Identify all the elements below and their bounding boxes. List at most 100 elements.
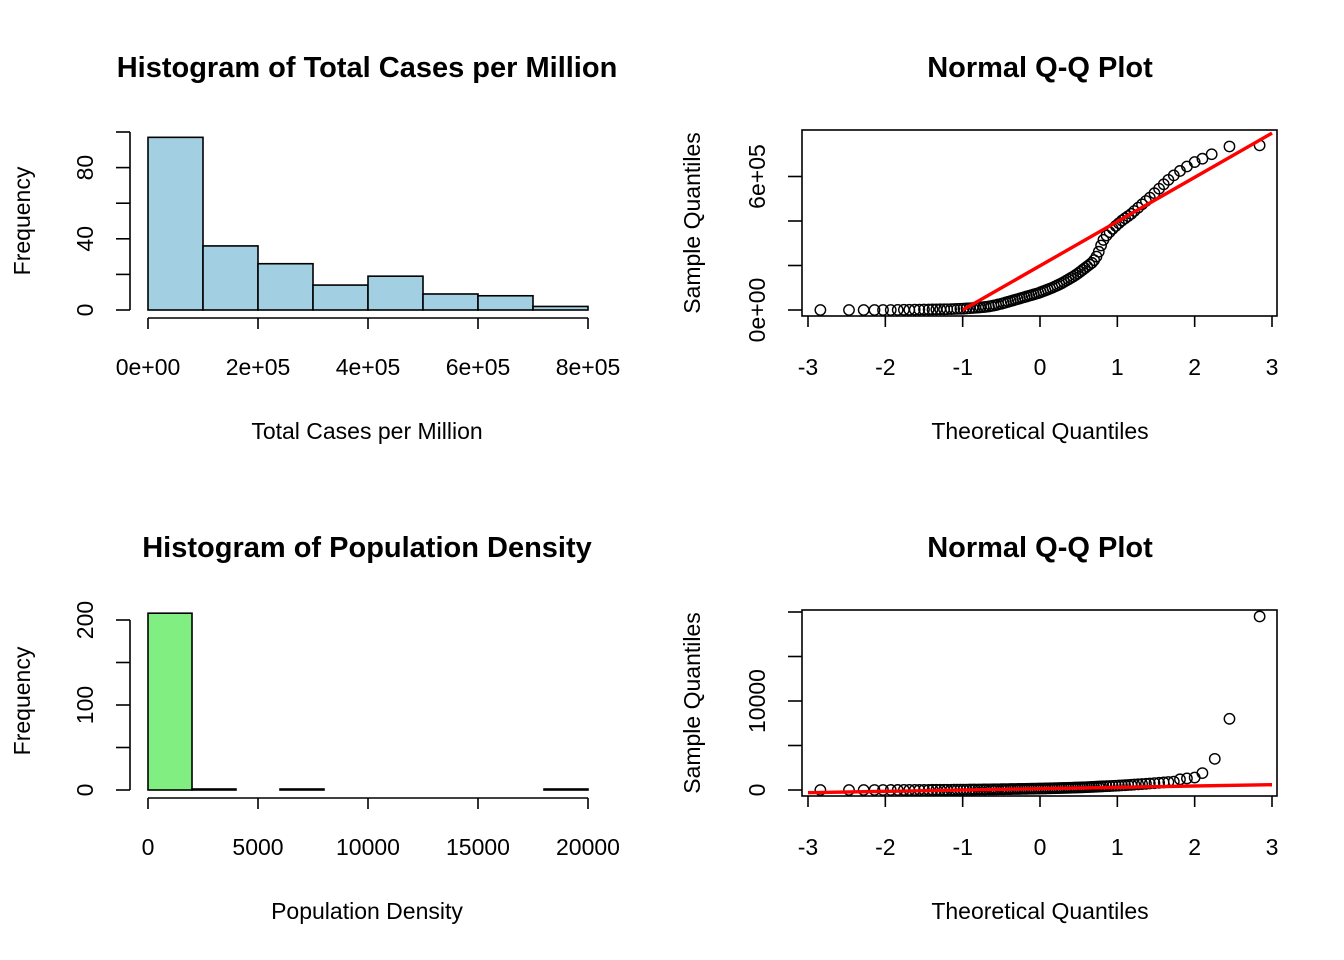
qq-point xyxy=(1205,148,1218,161)
x-tick-label: -1 xyxy=(952,354,972,380)
qq-point xyxy=(1136,778,1148,790)
x-tick-label: 2e+05 xyxy=(226,354,291,380)
qq-point xyxy=(1143,777,1156,790)
x-tick-label: 15000 xyxy=(446,834,510,860)
x-tick-label: -2 xyxy=(875,354,895,380)
qq-point xyxy=(843,304,855,316)
x-axis-label: Theoretical Quantiles xyxy=(931,418,1148,444)
qq-point xyxy=(922,303,935,316)
qq-point xyxy=(1188,156,1201,168)
x-tick-label: 1 xyxy=(1111,834,1124,860)
y-axis-label: Sample Quantiles xyxy=(679,132,705,314)
chart-panel-4: Normal Q-Q Plot Theoretical Quantiles Samp… xyxy=(679,532,1278,924)
y-axis-label: Sample Quantiles xyxy=(679,612,705,794)
x-tick-label: 6e+05 xyxy=(446,354,511,380)
x-tick-label: 3 xyxy=(1266,834,1279,860)
qq-point xyxy=(1196,152,1209,165)
x-tick-label: 1 xyxy=(1111,354,1124,380)
qq-point xyxy=(868,304,881,316)
qq-point xyxy=(1208,752,1221,765)
qq-reference-line xyxy=(807,782,1273,795)
qq-point xyxy=(857,304,870,316)
qq-point xyxy=(1092,245,1105,258)
qq-reference-line xyxy=(961,131,1273,312)
qq-point xyxy=(1140,777,1152,790)
qq-point xyxy=(891,303,904,316)
qq-point xyxy=(1188,771,1201,784)
x-tick-label: -3 xyxy=(798,834,818,860)
qq-point xyxy=(1181,772,1193,785)
y-tick-label: 6e+05 xyxy=(744,144,770,209)
chart-title: Normal Q-Q Plot xyxy=(927,532,1153,564)
x-tick-label: 0 xyxy=(1034,834,1047,860)
histogram-bar xyxy=(191,788,237,791)
y-axis-label: Frequency xyxy=(9,166,35,275)
qq-point xyxy=(1253,610,1266,623)
x-tick-label: 20000 xyxy=(556,834,620,860)
chart-panel-3: Histogram of Population Density Populatio… xyxy=(9,532,620,924)
qq-point xyxy=(1100,229,1113,242)
qq-point xyxy=(1095,239,1107,252)
y-tick-label: 40 xyxy=(72,226,98,252)
qq-point xyxy=(814,304,827,316)
x-tick-label: -1 xyxy=(952,834,972,860)
qq-point xyxy=(1128,205,1141,217)
y-tick-label: 0 xyxy=(72,784,98,797)
x-tick-label: 2 xyxy=(1188,354,1201,380)
qq-point xyxy=(913,303,926,316)
qq-point xyxy=(1128,778,1141,791)
qq-point xyxy=(926,303,939,316)
x-tick-label: 0 xyxy=(142,834,155,860)
histogram-bar xyxy=(312,284,369,311)
histogram-bar xyxy=(147,136,204,311)
qq-point xyxy=(1196,767,1209,779)
qq-point xyxy=(945,303,957,316)
qq-point xyxy=(918,303,930,316)
x-tick-label: 2 xyxy=(1188,834,1201,860)
chart-title: Histogram of Total Cases per Million xyxy=(117,52,618,84)
histogram-bar xyxy=(532,305,589,311)
histogram-bar xyxy=(477,294,534,311)
chart-title: Normal Q-Q Plot xyxy=(927,52,1153,84)
x-tick-label: 5000 xyxy=(232,834,283,860)
qq-point xyxy=(1125,207,1138,220)
y-tick-label: 100 xyxy=(72,686,98,724)
y-tick-label: 0e+00 xyxy=(744,278,770,343)
y-tick-label: 80 xyxy=(72,155,98,181)
x-tick-label: 0e+00 xyxy=(116,354,181,380)
qq-point xyxy=(908,303,921,316)
y-tick-label: 10000 xyxy=(744,669,770,733)
x-tick-label: 4e+05 xyxy=(336,354,401,380)
x-tick-label: 3 xyxy=(1266,354,1279,380)
qq-point xyxy=(1223,140,1236,153)
histogram-bar xyxy=(422,293,479,311)
histogram-bar xyxy=(279,788,325,791)
y-tick-label: 0 xyxy=(72,304,98,317)
chart-panel-1: Histogram of Total Cases per Million Tota… xyxy=(9,52,620,444)
qq-point xyxy=(948,303,961,315)
chart-panel-2: Normal Q-Q Plot Theoretical Quantiles Samp… xyxy=(679,52,1278,444)
qq-point xyxy=(877,304,889,316)
qq-point xyxy=(1174,773,1186,786)
qq-point xyxy=(884,304,897,316)
x-tick-label: -3 xyxy=(798,354,818,380)
chart-title: Histogram of Population Density xyxy=(142,532,592,564)
x-axis-label: Population Density xyxy=(271,898,463,924)
y-axis-label: Frequency xyxy=(9,646,35,755)
x-axis-label: Theoretical Quantiles xyxy=(931,898,1148,924)
y-tick-label: 200 xyxy=(72,601,98,639)
plot-box xyxy=(801,609,1278,797)
x-tick-label: -2 xyxy=(875,834,895,860)
histogram-bar xyxy=(147,612,193,791)
histogram-bar xyxy=(257,262,314,311)
qq-point xyxy=(1132,778,1145,791)
x-tick-label: 0 xyxy=(1034,354,1047,380)
x-tick-label: 10000 xyxy=(336,834,400,860)
y-tick-label: 0 xyxy=(744,784,770,797)
histogram-bar xyxy=(543,788,589,791)
x-tick-label: 8e+05 xyxy=(556,354,621,380)
x-axis-label: Total Cases per Million xyxy=(251,418,482,444)
histogram-bar xyxy=(202,245,259,311)
histogram-bar xyxy=(367,275,424,311)
